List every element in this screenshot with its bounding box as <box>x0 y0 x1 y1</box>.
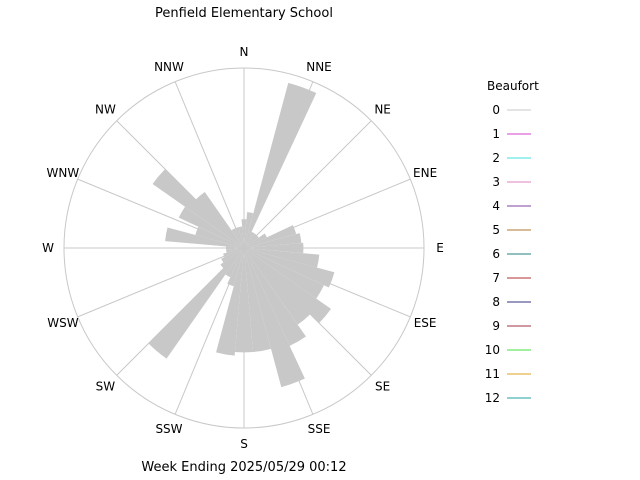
legend-label-0: 0 <box>492 103 500 117</box>
legend-label-12: 12 <box>485 391 500 405</box>
legend-label-10: 10 <box>485 343 500 357</box>
direction-label-s: S <box>240 437 248 451</box>
petal-330 <box>231 228 244 248</box>
direction-label-wnw: WNW <box>47 166 80 180</box>
spoke-wnw <box>77 178 245 249</box>
direction-label-ene: ENE <box>413 166 437 180</box>
petal-100 <box>244 248 320 268</box>
direction-label-sw: SW <box>96 380 116 394</box>
petal-280 <box>165 227 244 248</box>
spoke-wsw <box>77 247 245 318</box>
legend-label-8: 8 <box>492 295 500 309</box>
spoke-sw <box>116 247 245 376</box>
spoke-ene <box>243 178 411 249</box>
petal-170 <box>244 248 272 352</box>
spoke-ssw <box>174 247 245 415</box>
direction-label-n: N <box>240 45 249 59</box>
petal-260 <box>226 248 244 253</box>
petal-160 <box>244 248 305 388</box>
direction-label-w: W <box>42 241 54 255</box>
petal-30 <box>244 231 255 248</box>
spoke-ese <box>243 247 411 318</box>
spoke-sse <box>243 247 314 415</box>
direction-label-ssw: SSW <box>155 422 182 436</box>
petal-350 <box>238 226 244 248</box>
petal-120 <box>244 248 324 299</box>
petal-230 <box>220 248 244 269</box>
petal-150 <box>244 248 306 346</box>
legend-label-2: 2 <box>492 151 500 165</box>
direction-label-ne: NE <box>374 102 391 116</box>
legend-label-9: 9 <box>492 319 500 333</box>
petal-190 <box>216 248 244 356</box>
petal-220 <box>148 248 244 359</box>
petal-60 <box>244 233 267 248</box>
spoke-nne <box>243 81 314 249</box>
spoke-nnw <box>174 81 245 249</box>
direction-label-e: E <box>436 241 444 255</box>
petal-10 <box>244 212 254 248</box>
legend-label-11: 11 <box>485 367 500 381</box>
direction-label-se: SE <box>375 380 390 394</box>
spoke-se <box>243 247 372 376</box>
legend-label-7: 7 <box>492 271 500 285</box>
direction-label-ese: ESE <box>414 316 437 330</box>
legend-label-4: 4 <box>492 199 500 213</box>
direction-label-wsw: WSW <box>47 316 78 330</box>
direction-label-sse: SSE <box>308 422 331 436</box>
spoke-ne <box>243 120 372 249</box>
petal-240 <box>221 248 244 263</box>
legend-label-1: 1 <box>492 127 500 141</box>
petal-210 <box>225 248 244 278</box>
chart-footer: Week Ending 2025/05/29 00:12 <box>141 460 347 475</box>
legend-label-3: 3 <box>492 175 500 189</box>
direction-label-nnw: NNW <box>154 60 184 74</box>
legend-title: Beaufort <box>487 79 539 93</box>
legend-label-6: 6 <box>492 247 500 261</box>
petal-300 <box>178 206 244 248</box>
direction-label-nw: NW <box>95 102 116 116</box>
petal-80 <box>244 233 302 248</box>
direction-label-nne: NNE <box>306 60 332 74</box>
spoke-nw <box>116 120 245 249</box>
chart-title: Penfield Elementary School <box>155 6 333 21</box>
petal-310 <box>152 169 244 248</box>
petal-20 <box>244 82 317 248</box>
petal-130 <box>244 248 331 324</box>
petal-140 <box>244 248 311 325</box>
petal-320 <box>195 191 244 248</box>
legend-label-5: 5 <box>492 223 500 237</box>
